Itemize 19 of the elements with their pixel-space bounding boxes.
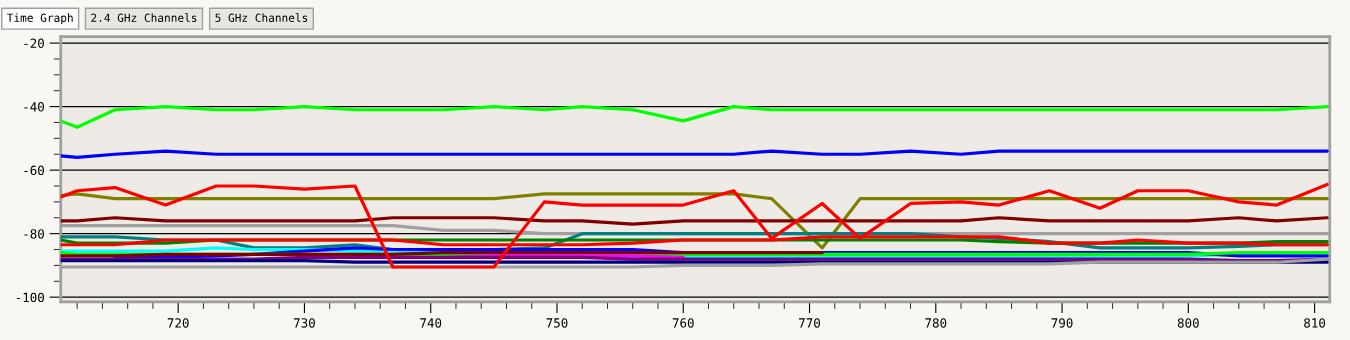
x-tick-label: 800 (1177, 318, 1199, 328)
x-tick-label: 740 (420, 318, 442, 328)
x-tick-label: 770 (799, 318, 820, 328)
y-tick-label: -40 (24, 102, 44, 112)
y-tick-label: -20 (24, 38, 44, 49)
x-tick-label: 810 (1304, 318, 1326, 328)
x-tick-label: 730 (294, 318, 315, 328)
y-tick-label: -100 (16, 292, 44, 303)
x-tick-label: 790 (1051, 318, 1073, 328)
y-tick-label: -60 (24, 165, 44, 176)
y-tick-label: -80 (24, 229, 44, 239)
x-tick-label: 720 (167, 318, 189, 328)
x-tick-label: 760 (672, 318, 694, 328)
x-tick-label: 750 (546, 318, 568, 328)
x-tick-label: 780 (925, 318, 947, 328)
text: 5 GHz Channels (215, 13, 308, 22)
line-series (60, 149, 1329, 160)
text: Time Graph (7, 13, 73, 25)
text: 2.4 GHz Channels (91, 13, 197, 22)
